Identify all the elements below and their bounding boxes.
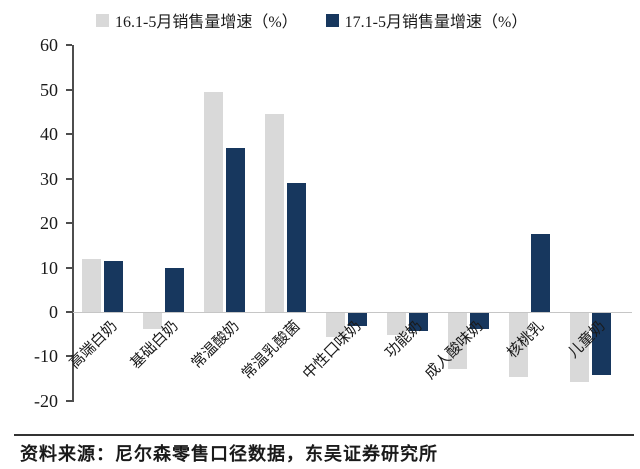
y-axis-label: -10 [34, 346, 58, 367]
y-axis-tick [66, 44, 72, 47]
legend-swatch-2017-icon [325, 13, 339, 27]
y-axis-label: 60 [40, 35, 58, 56]
y-axis-label: 20 [40, 213, 58, 234]
y-axis-tick [66, 222, 72, 225]
bar-2017 [469, 313, 489, 329]
x-axis-label: 常温酸奶 [188, 318, 243, 373]
legend-item-2016: 16.1-5月销售量增速（%） [96, 8, 298, 32]
bar-2016 [325, 313, 345, 338]
bar-2017 [103, 260, 123, 312]
bar-2016 [447, 313, 467, 369]
y-axis-label: 0 [49, 302, 58, 322]
bar-2016 [264, 114, 284, 312]
bar-2016 [508, 313, 528, 378]
legend-label-2016: 16.1-5月销售量增速（%） [115, 14, 298, 31]
bar-2017 [225, 147, 245, 312]
bar-2017 [408, 313, 428, 331]
x-axis-label: 常温乳酸菌 [239, 318, 304, 383]
y-axis-label: -20 [34, 390, 58, 411]
source-text: 资料来源：尼尔森零售口径数据，东吴证券研究所 [20, 444, 438, 464]
bar-2017 [591, 313, 611, 376]
bar-2017 [164, 267, 184, 312]
x-axis-label: 高端白奶 [66, 318, 121, 373]
bar-2016 [142, 313, 162, 329]
bar-2016 [81, 258, 101, 312]
legend-label-2017: 17.1-5月销售量增速（%） [344, 14, 528, 31]
y-axis-label: 10 [40, 257, 58, 278]
y-axis-tick [66, 177, 72, 180]
bar-2016 [386, 313, 406, 336]
y-axis-tick [66, 133, 72, 136]
y-axis [72, 45, 74, 402]
y-axis-label: 40 [40, 124, 58, 145]
footer-divider [14, 434, 634, 436]
legend-item-2017: 17.1-5月销售量增速（%） [325, 8, 528, 32]
y-axis-label: 30 [40, 168, 58, 189]
bar-2017 [347, 313, 367, 327]
legend: 16.1-5月销售量增速（%） 17.1-5月销售量增速（%） [96, 8, 527, 32]
y-axis-tick [66, 355, 72, 358]
zero-gridline [73, 312, 632, 313]
legend-swatch-2016-icon [96, 13, 109, 27]
y-axis-tick [66, 399, 72, 402]
y-axis-tick [66, 311, 72, 313]
y-axis-tick [66, 88, 72, 91]
bar-2017 [286, 183, 306, 312]
bar-2017 [530, 234, 550, 312]
y-axis-label: 50 [40, 79, 58, 100]
y-axis-tick [66, 266, 72, 269]
bar-2016 [569, 313, 589, 382]
bar-2016 [203, 91, 223, 312]
